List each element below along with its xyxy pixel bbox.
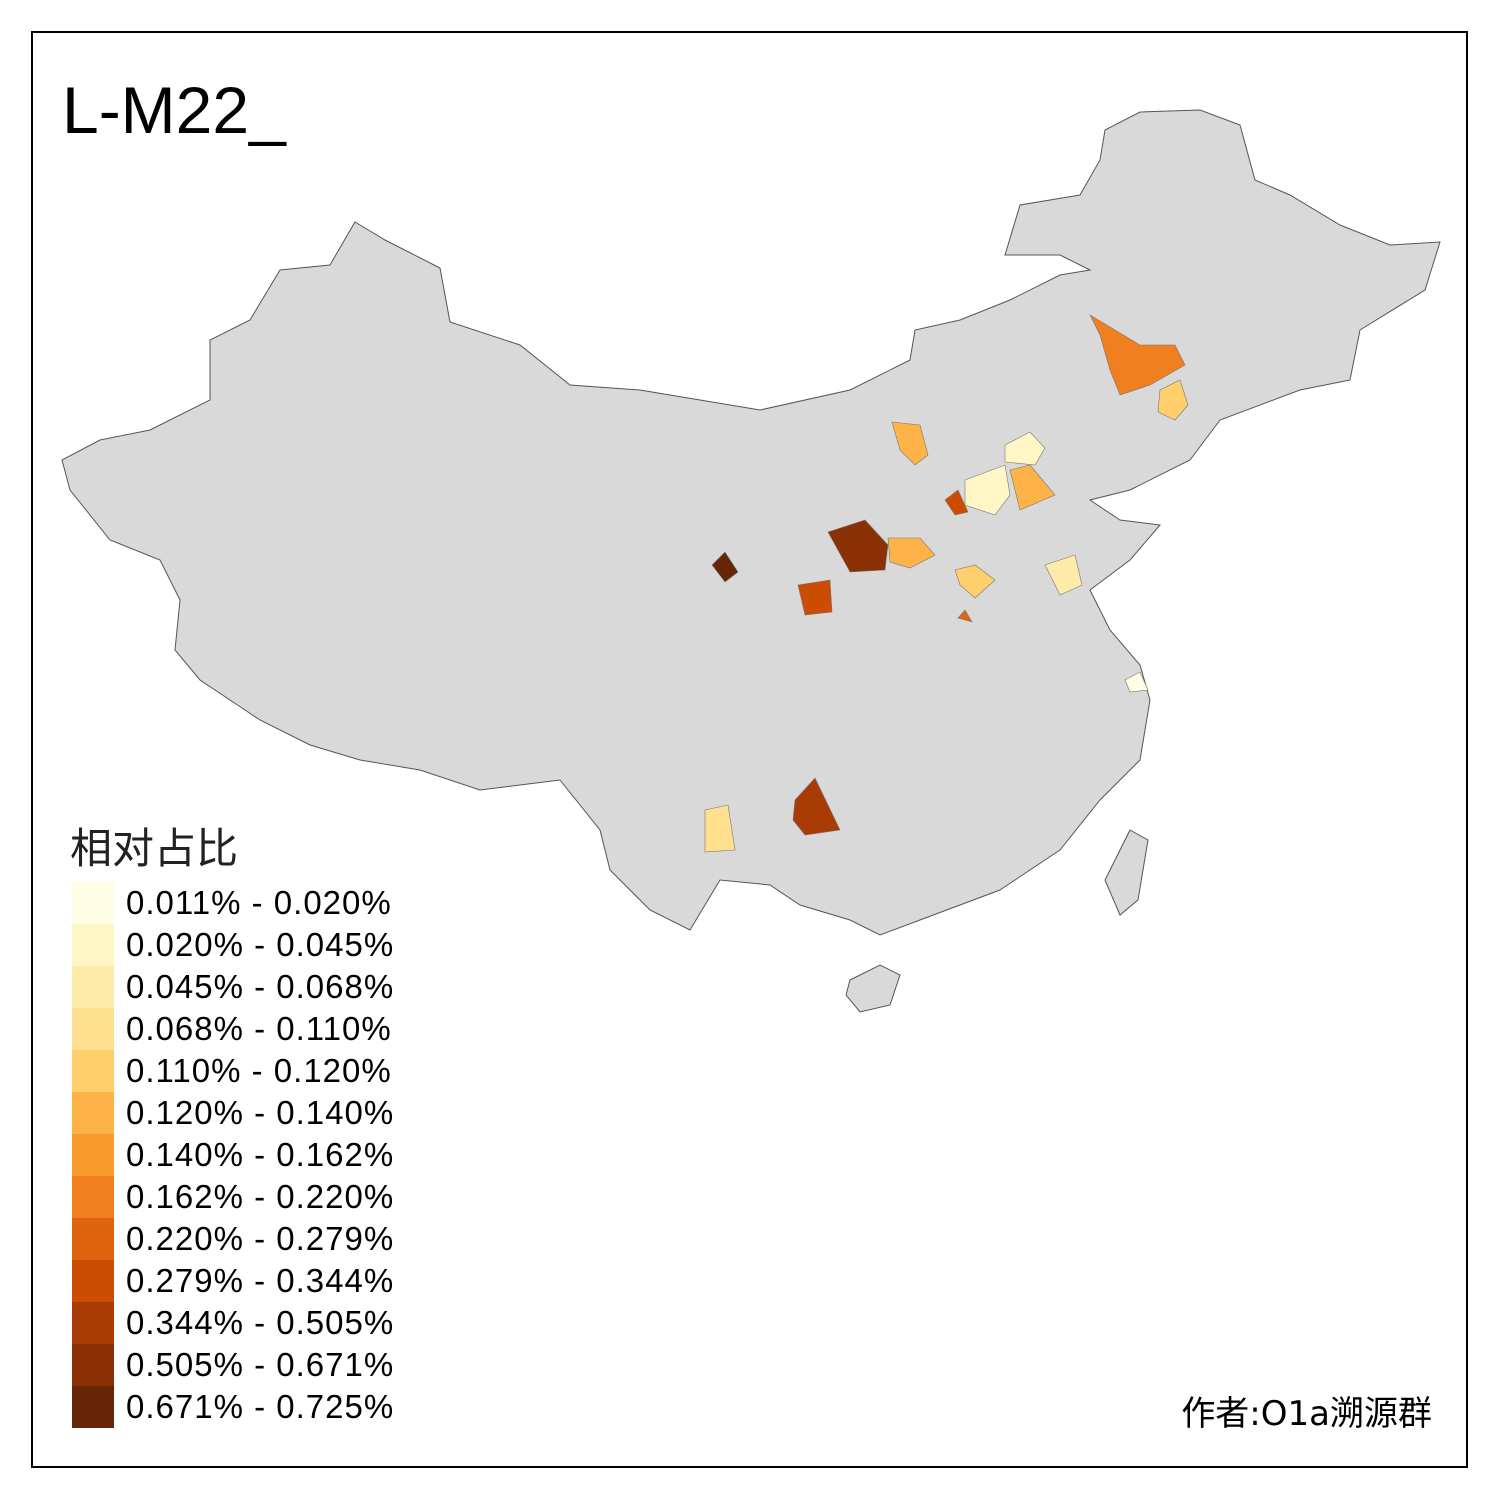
legend-item: 0.110% - 0.120% <box>72 1050 394 1092</box>
highlighted-region <box>704 804 736 853</box>
highlighted-region <box>1009 464 1056 511</box>
legend-swatch <box>72 1050 114 1092</box>
legend-label: 0.045% - 0.068% <box>126 968 395 1005</box>
highlighted-region <box>891 421 929 466</box>
legend-label: 0.220% - 0.279% <box>126 1220 395 1257</box>
highlighted-region <box>1157 379 1189 421</box>
legend-item: 0.020% - 0.045% <box>72 924 394 966</box>
highlighted-region <box>944 489 969 516</box>
legend-item: 0.011% - 0.020% <box>72 882 394 924</box>
highlighted-region <box>957 609 973 623</box>
highlighted-region <box>792 777 841 836</box>
china-mainland <box>61 109 1441 936</box>
highlighted-region <box>954 564 996 599</box>
legend-label: 0.279% - 0.344% <box>126 1262 395 1299</box>
author-credit: 作者:O1a溯源群 <box>1181 1394 1432 1434</box>
legend-label: 0.068% - 0.110% <box>126 1010 392 1047</box>
legend-swatch <box>72 1386 114 1428</box>
legend-swatch <box>72 1302 114 1344</box>
legend-swatch <box>72 1134 114 1176</box>
legend-label: 0.110% - 0.120% <box>126 1052 392 1089</box>
legend-label: 0.505% - 0.671% <box>126 1346 395 1383</box>
legend-item: 0.140% - 0.162% <box>72 1134 394 1176</box>
legend-item: 0.045% - 0.068% <box>72 966 394 1008</box>
legend-item: 0.505% - 0.671% <box>72 1344 394 1386</box>
legend-label: 0.011% - 0.020% <box>126 884 392 921</box>
legend-item: 0.220% - 0.279% <box>72 1218 394 1260</box>
legend-label: 0.162% - 0.220% <box>126 1178 395 1215</box>
legend-swatch <box>72 1260 114 1302</box>
legend-swatch <box>72 1008 114 1050</box>
legend-item: 0.344% - 0.505% <box>72 1302 394 1344</box>
map-title: L-M22_ <box>62 73 286 147</box>
legend-swatch <box>72 1092 114 1134</box>
legend-swatch <box>72 966 114 1008</box>
legend-swatch <box>72 882 114 924</box>
legend-item: 0.671% - 0.725% <box>72 1386 394 1428</box>
highlighted-region <box>1089 314 1186 396</box>
legend-swatch <box>72 1218 114 1260</box>
legend-label: 0.020% - 0.045% <box>126 926 395 963</box>
highlighted-region <box>887 537 936 569</box>
highlighted-region <box>964 464 1011 516</box>
legend-item: 0.120% - 0.140% <box>72 1092 394 1134</box>
legend-title: 相对占比 <box>70 824 239 873</box>
legend-label: 0.140% - 0.162% <box>126 1136 395 1173</box>
legend-item: 0.162% - 0.220% <box>72 1176 394 1218</box>
legend-swatch <box>72 1344 114 1386</box>
highlighted-region <box>711 551 739 583</box>
legend-item: 0.279% - 0.344% <box>72 1260 394 1302</box>
legend-label: 0.120% - 0.140% <box>126 1094 395 1131</box>
highlighted-region <box>1004 431 1046 466</box>
legend-swatch <box>72 924 114 966</box>
hainan-island <box>845 964 901 1013</box>
legend-swatch <box>72 1176 114 1218</box>
legend-label: 0.671% - 0.725% <box>126 1388 395 1425</box>
highlighted-region <box>797 579 833 616</box>
highlighted-region <box>1124 671 1149 693</box>
legend: 0.011% - 0.020% 0.020% - 0.045% 0.045% - 0… <box>72 882 394 1428</box>
legend-label: 0.344% - 0.505% <box>126 1304 395 1341</box>
highlighted-region <box>827 519 889 573</box>
highlighted-region <box>1044 554 1083 596</box>
taiwan-island <box>1104 829 1149 916</box>
legend-item: 0.068% - 0.110% <box>72 1008 394 1050</box>
plot-frame <box>31 31 1468 1468</box>
